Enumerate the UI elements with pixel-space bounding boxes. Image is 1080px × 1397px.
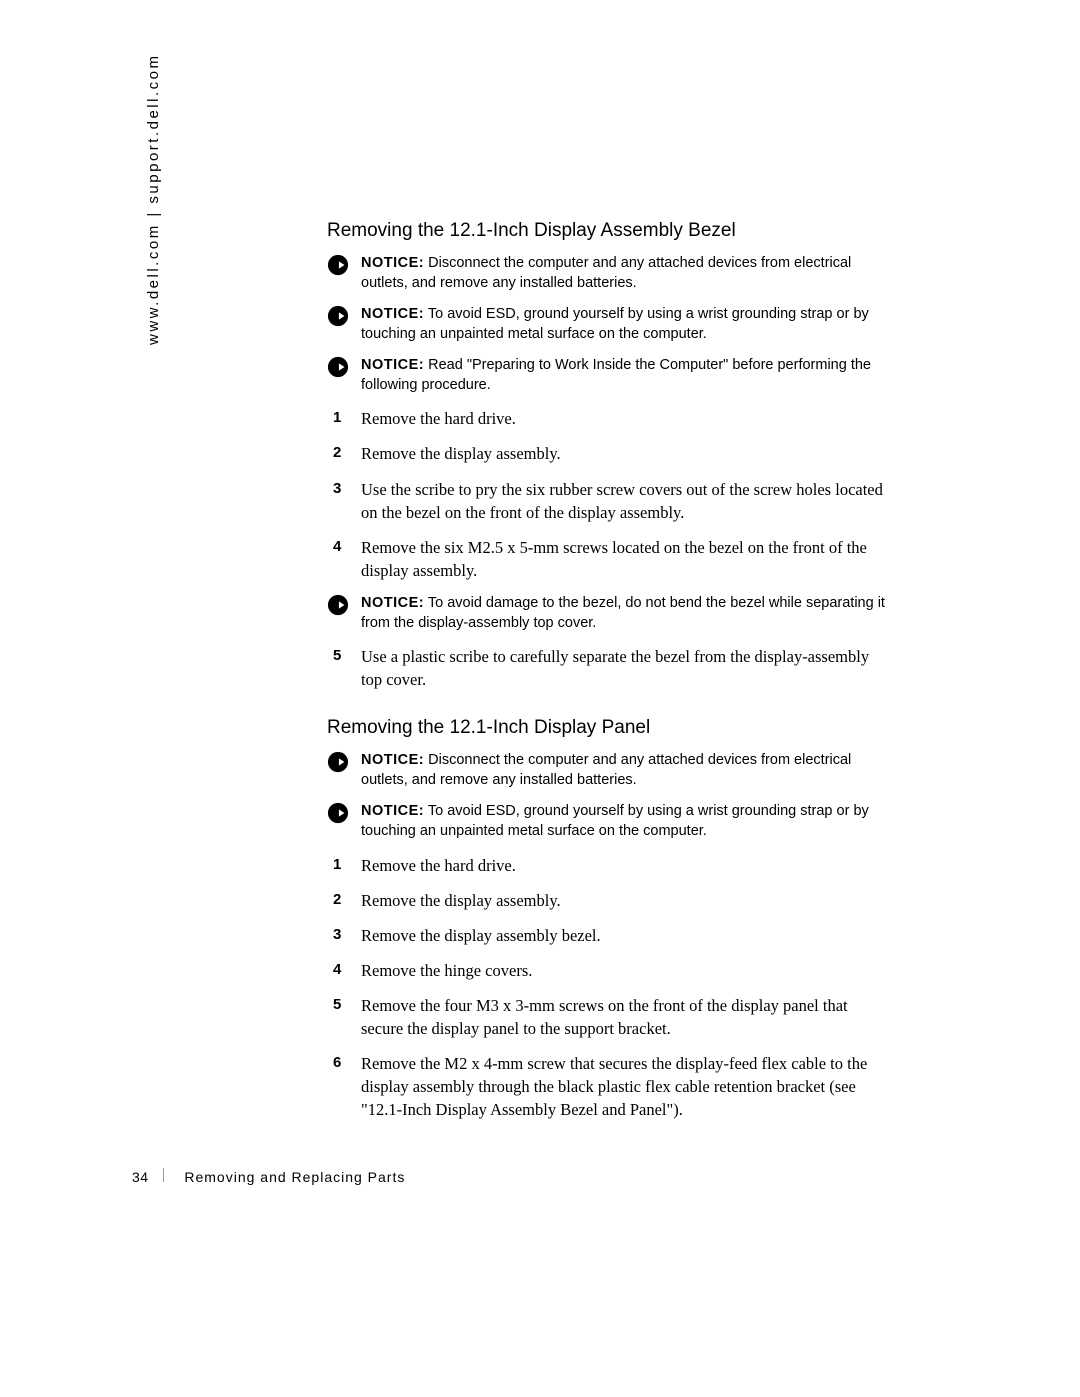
notice-text: NOTICE: To avoid ESD, ground yourself by… bbox=[361, 305, 887, 344]
notice-label: NOTICE: bbox=[361, 306, 424, 322]
chapter-title: Removing and Replacing Parts bbox=[184, 1169, 405, 1185]
notice-label: NOTICE: bbox=[361, 357, 424, 373]
step-item: 4 Remove the hinge covers. bbox=[327, 959, 887, 982]
step-text: Remove the M2 x 4-mm screw that secures … bbox=[361, 1054, 867, 1119]
notice-text: NOTICE: To avoid damage to the bezel, do… bbox=[361, 594, 887, 633]
page-number: 34 bbox=[132, 1169, 149, 1185]
section2-title: Removing the 12.1-Inch Display Panel bbox=[327, 717, 887, 739]
step-item: 3 Remove the display assembly bezel. bbox=[327, 924, 887, 947]
step-number: 3 bbox=[333, 924, 341, 945]
step-text: Use the scribe to pry the six rubber scr… bbox=[361, 480, 883, 522]
step-item: 4 Remove the six M2.5 x 5-mm screws locat… bbox=[327, 536, 887, 582]
main-content: Removing the 12.1-Inch Display Assembly … bbox=[327, 220, 887, 1133]
step-item: 6 Remove the M2 x 4-mm screw that secures… bbox=[327, 1052, 887, 1121]
step-text: Remove the hard drive. bbox=[361, 856, 516, 875]
notice-text: NOTICE: Disconnect the computer and any … bbox=[361, 254, 887, 293]
step-text: Remove the four M3 x 3-mm screws on the … bbox=[361, 996, 848, 1038]
step-text: Remove the six M2.5 x 5-mm screws locate… bbox=[361, 538, 867, 580]
notice-text: NOTICE: Disconnect the computer and any … bbox=[361, 751, 887, 790]
notice-label: NOTICE: bbox=[361, 595, 424, 611]
step-number: 5 bbox=[333, 645, 341, 666]
step-number: 1 bbox=[333, 854, 341, 875]
step-number: 2 bbox=[333, 442, 341, 463]
notice-icon bbox=[327, 751, 349, 773]
notice-body: Read "Preparing to Work Inside the Compu… bbox=[361, 357, 871, 393]
page-footer: 34 Removing and Replacing Parts bbox=[132, 1168, 405, 1185]
step-number: 1 bbox=[333, 407, 341, 428]
step-item: 1 Remove the hard drive. bbox=[327, 407, 887, 430]
step-text: Remove the hinge covers. bbox=[361, 961, 532, 980]
notice-icon bbox=[327, 802, 349, 824]
step-item: 2 Remove the display assembly. bbox=[327, 889, 887, 912]
notice-block: NOTICE: Disconnect the computer and any … bbox=[327, 751, 887, 790]
side-url-text: www.dell.com | support.dell.com bbox=[145, 54, 162, 345]
notice-label: NOTICE: bbox=[361, 255, 424, 271]
notice-icon bbox=[327, 254, 349, 276]
step-text: Remove the display assembly bezel. bbox=[361, 926, 601, 945]
notice-body: To avoid damage to the bezel, do not ben… bbox=[361, 595, 885, 631]
notice-body: To avoid ESD, ground yourself by using a… bbox=[361, 306, 869, 342]
step-item: 1 Remove the hard drive. bbox=[327, 854, 887, 877]
notice-text: NOTICE: To avoid ESD, ground yourself by… bbox=[361, 802, 887, 841]
step-list-1b: 5 Use a plastic scribe to carefully separ… bbox=[327, 645, 887, 691]
step-item: 2 Remove the display assembly. bbox=[327, 442, 887, 465]
step-item: 5 Use a plastic scribe to carefully separ… bbox=[327, 645, 887, 691]
notice-icon bbox=[327, 356, 349, 378]
notice-icon bbox=[327, 594, 349, 616]
step-item: 5 Remove the four M3 x 3-mm screws on the… bbox=[327, 994, 887, 1040]
notice-text: NOTICE: Read "Preparing to Work Inside t… bbox=[361, 356, 887, 395]
notice-icon bbox=[327, 305, 349, 327]
step-number: 6 bbox=[333, 1052, 341, 1073]
step-number: 5 bbox=[333, 994, 341, 1015]
step-number: 3 bbox=[333, 478, 341, 499]
step-text: Remove the display assembly. bbox=[361, 891, 561, 910]
notice-block: NOTICE: To avoid damage to the bezel, do… bbox=[327, 594, 887, 633]
notice-body: Disconnect the computer and any attached… bbox=[361, 752, 851, 788]
step-item: 3 Use the scribe to pry the six rubber sc… bbox=[327, 478, 887, 524]
step-list-2: 1 Remove the hard drive. 2 Remove the disp… bbox=[327, 854, 887, 1122]
step-number: 4 bbox=[333, 536, 341, 557]
step-number: 2 bbox=[333, 889, 341, 910]
section1-title: Removing the 12.1-Inch Display Assembly … bbox=[327, 220, 887, 242]
notice-body: Disconnect the computer and any attached… bbox=[361, 255, 851, 291]
footer-divider bbox=[163, 1168, 180, 1182]
step-text: Remove the hard drive. bbox=[361, 409, 516, 428]
document-page: www.dell.com | support.dell.com Removing… bbox=[0, 0, 1080, 1397]
notice-block: NOTICE: To avoid ESD, ground yourself by… bbox=[327, 802, 887, 841]
step-number: 4 bbox=[333, 959, 341, 980]
step-text: Remove the display assembly. bbox=[361, 444, 561, 463]
notice-label: NOTICE: bbox=[361, 803, 424, 819]
step-list-1a: 1 Remove the hard drive. 2 Remove the disp… bbox=[327, 407, 887, 582]
notice-block: NOTICE: Disconnect the computer and any … bbox=[327, 254, 887, 293]
notice-body: To avoid ESD, ground yourself by using a… bbox=[361, 803, 869, 839]
notice-label: NOTICE: bbox=[361, 752, 424, 768]
step-text: Use a plastic scribe to carefully separa… bbox=[361, 647, 869, 689]
notice-block: NOTICE: To avoid ESD, ground yourself by… bbox=[327, 305, 887, 344]
notice-block: NOTICE: Read "Preparing to Work Inside t… bbox=[327, 356, 887, 395]
